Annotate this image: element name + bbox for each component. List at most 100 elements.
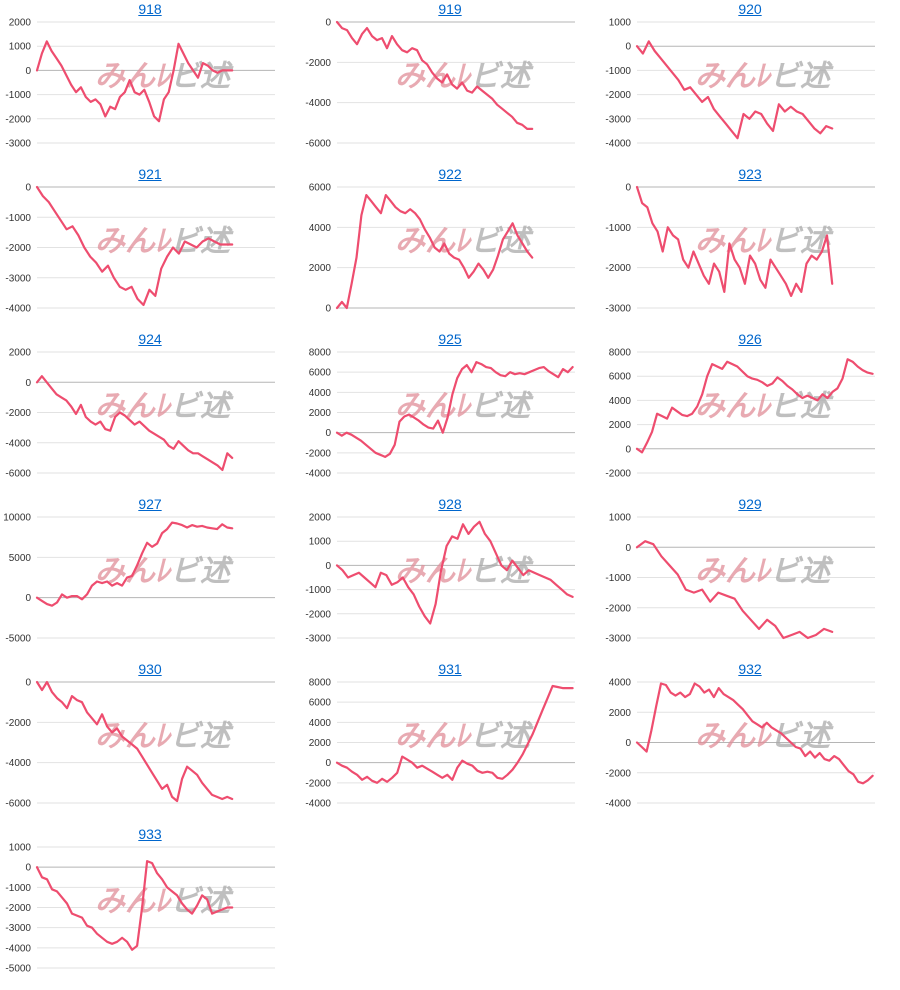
y-tick-label: 0: [325, 304, 331, 315]
y-tick-label: 6000: [309, 698, 332, 709]
chart-panel-931: 931 8000 6000 4000 2000 0 -2000 -4000 みんﾚ ビ述: [300, 660, 600, 825]
chart-panel-918: 918 2000 1000 0 -1000 -2000 -3000 みんﾚ ビ述: [0, 0, 300, 165]
y-tick-label: -4000: [5, 943, 31, 954]
y-tick-label: 0: [625, 543, 631, 554]
chart-title-link[interactable]: 933: [138, 826, 162, 842]
y-tick-label: 0: [25, 678, 31, 689]
y-tick-label: -4000: [5, 438, 31, 449]
chart-panel-925: 925 8000 6000 4000 2000 0 -2000 -4000 みんﾚ ビ述: [300, 330, 600, 495]
chart-title-link[interactable]: 924: [138, 331, 162, 347]
chart-title-link[interactable]: 921: [138, 166, 162, 182]
chart-panel-930: 930 0 -2000 -4000 -6000 みんﾚ ビ述: [0, 660, 300, 825]
chart-title-link[interactable]: 922: [438, 166, 462, 182]
y-tick-label: -2000: [5, 408, 31, 419]
series-line: [635, 40, 834, 140]
y-tick-label: 2000: [9, 348, 32, 359]
y-tick-label: -3000: [5, 139, 31, 150]
watermark-logo: みんﾚ: [395, 389, 472, 424]
watermark-logo: ビ述: [770, 554, 834, 589]
watermark-logo: みんﾚ: [395, 59, 472, 94]
y-tick-label: -4000: [605, 799, 631, 810]
watermark-logo: ビ述: [470, 389, 534, 424]
chart-title-link[interactable]: 929: [738, 496, 762, 512]
chart-title-link[interactable]: 930: [138, 661, 162, 677]
y-tick-label: -1000: [605, 66, 631, 77]
y-tick-label: 2000: [309, 408, 332, 419]
y-tick-label: -4000: [605, 139, 631, 150]
y-tick-label: -2000: [5, 718, 31, 729]
series-line: [635, 358, 874, 454]
y-tick-label: -2000: [605, 603, 631, 614]
chart-panel-923: 923 0 -1000 -2000 -3000 みんﾚ ビ述: [600, 165, 900, 330]
y-tick-label: 0: [325, 18, 331, 29]
chart-title-link[interactable]: 925: [438, 331, 462, 347]
series-line: [35, 185, 234, 307]
chart-title-link[interactable]: 926: [738, 331, 762, 347]
y-tick-label: -4000: [5, 304, 31, 315]
y-tick-label: 10000: [3, 513, 31, 524]
y-tick-label: -6000: [5, 469, 31, 480]
watermark-logo: みんﾚ: [695, 389, 772, 424]
y-tick-label: 1000: [9, 843, 32, 854]
chart-title-link[interactable]: 919: [438, 1, 462, 17]
watermark-logo: ビ述: [170, 554, 234, 589]
chart-panel-926: 926 8000 6000 4000 2000 0 -2000 みんﾚ ビ述: [600, 330, 900, 495]
y-tick-label: -2000: [605, 90, 631, 101]
y-tick-label: 4000: [309, 223, 332, 234]
chart-panel-928: 928 2000 1000 0 -1000 -2000 -3000 みんﾚ ビ述: [300, 495, 600, 660]
line-chart: 8000 6000 4000 2000 0 -2000 みんﾚ ビ述: [605, 348, 875, 480]
y-tick-label: -1000: [305, 585, 331, 596]
series-line: [335, 20, 534, 130]
y-tick-label: -4000: [305, 469, 331, 480]
chart-title-link[interactable]: 931: [438, 661, 462, 677]
series-line: [635, 540, 834, 640]
y-tick-label: 6000: [309, 368, 332, 379]
y-tick-label: -2000: [305, 58, 331, 69]
series-line: [635, 185, 834, 297]
line-chart: 2000 0 -2000 -4000 -6000 みんﾚ ビ述: [5, 348, 275, 480]
chart-title-link[interactable]: 928: [438, 496, 462, 512]
watermark-logo: みんﾚ: [95, 884, 172, 919]
y-tick-label: -1000: [5, 90, 31, 101]
chart-panel-922: 922 6000 4000 2000 0 みんﾚ ビ述: [300, 165, 600, 330]
watermark-logo: みんﾚ: [695, 59, 772, 94]
chart-title-link[interactable]: 923: [738, 166, 762, 182]
chart-panel-932: 932 4000 2000 0 -2000 -4000 みんﾚ ビ述: [600, 660, 900, 825]
y-tick-label: -2000: [5, 114, 31, 125]
y-tick-label: -4000: [5, 758, 31, 769]
y-tick-label: -2000: [305, 778, 331, 789]
chart-title-link[interactable]: 932: [738, 661, 762, 677]
chart-title-link[interactable]: 918: [138, 1, 162, 17]
line-chart: 8000 6000 4000 2000 0 -2000 -4000 みんﾚ ビ述: [305, 348, 575, 480]
y-tick-label: 0: [325, 561, 331, 572]
y-tick-label: 0: [25, 593, 31, 604]
y-tick-label: -3000: [605, 114, 631, 125]
series-line: [35, 859, 234, 951]
y-tick-label: -4000: [305, 799, 331, 810]
chart-panel-927: 927 10000 5000 0 -5000 みんﾚ ビ述: [0, 495, 300, 660]
watermark-logo: みんﾚ: [95, 719, 172, 754]
watermark-logo: みんﾚ: [395, 554, 472, 589]
y-tick-label: 0: [325, 428, 331, 439]
watermark-logo: みんﾚ: [695, 719, 772, 754]
chart-panel-933: 933 1000 0 -1000 -2000 -3000 -4000 -5000 みんﾚ ビ述: [0, 825, 300, 990]
y-tick-label: 2000: [309, 738, 332, 749]
chart-title-link[interactable]: 927: [138, 496, 162, 512]
chart-title-link[interactable]: 920: [738, 1, 762, 17]
watermark-logo: ビ述: [770, 59, 834, 94]
chart-panel-924: 924 2000 0 -2000 -4000 -6000 みんﾚ ビ述: [0, 330, 300, 495]
chart-panel-919: 919 0 -2000 -4000 -6000 みんﾚ ビ述: [300, 0, 600, 165]
y-tick-label: 6000: [309, 183, 332, 194]
y-tick-label: 8000: [609, 348, 632, 359]
y-tick-label: 0: [625, 738, 631, 749]
y-tick-label: -1000: [5, 213, 31, 224]
series-line: [335, 360, 574, 459]
y-tick-label: 8000: [309, 678, 332, 689]
series-line: [35, 375, 234, 472]
y-tick-label: -1000: [605, 223, 631, 234]
